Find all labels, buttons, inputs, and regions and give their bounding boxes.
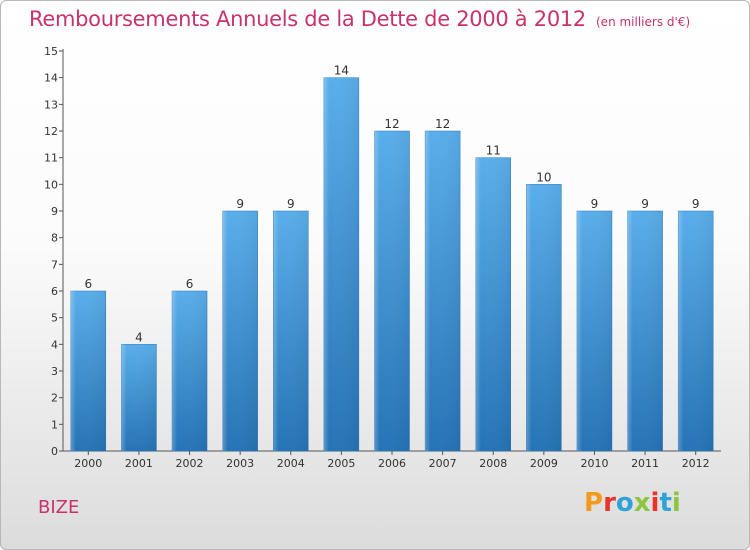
chart-subtitle: (en milliers d'€): [596, 15, 691, 29]
bar-shine: [374, 131, 410, 451]
bar-shine: [425, 131, 461, 451]
logo-letter: r: [603, 488, 616, 518]
y-tick-label: 9: [51, 205, 58, 218]
y-tick-label: 13: [44, 98, 58, 111]
y-tick-label: 5: [51, 312, 58, 325]
x-tick-label: 2002: [176, 457, 204, 470]
bar-value-label: 4: [135, 330, 143, 344]
x-tick-label: 2006: [378, 457, 406, 470]
y-tick-label: 2: [51, 392, 58, 405]
logo-letter: P: [584, 488, 604, 518]
y-tick-label: 0: [51, 445, 58, 458]
bar-shine: [678, 211, 714, 451]
y-tick-label: 1: [51, 418, 58, 431]
bar-shine: [121, 344, 157, 451]
y-tick-label: 3: [51, 365, 58, 378]
y-tick-label: 4: [51, 338, 58, 351]
place-name: BIZE: [38, 497, 80, 518]
logo-letter: i: [671, 488, 681, 518]
bars: [70, 77, 714, 452]
y-tick-label: 10: [44, 178, 58, 191]
bar-value-label: 14: [334, 64, 349, 78]
bar-shine: [222, 211, 258, 451]
y-tick-label: 8: [51, 232, 58, 245]
x-tick-label: 2011: [631, 457, 659, 470]
bar-value-label: 10: [536, 170, 551, 184]
chart-title-text: Remboursements Annuels de la Dette de 20…: [29, 7, 586, 31]
y-tick-label: 6: [51, 285, 58, 298]
x-tick-label: 2000: [74, 457, 102, 470]
logo-letter: i: [650, 488, 660, 518]
x-tick-label: 2005: [327, 457, 355, 470]
bar-value-label: 6: [186, 277, 194, 291]
x-tick-label: 2008: [479, 457, 507, 470]
x-tick-label: 2012: [682, 457, 710, 470]
x-tick-label: 2001: [125, 457, 153, 470]
y-tick-label: 15: [44, 45, 58, 58]
proxiti-logo: Proxiti: [584, 488, 681, 518]
bar-shine: [273, 211, 309, 451]
bar-shine: [172, 291, 208, 451]
bar-value-label: 9: [641, 197, 649, 211]
bar-value-label: 9: [236, 197, 244, 211]
bar-value-label: 9: [287, 197, 295, 211]
value-labels: 6 4 6 9 9 14 12 12 11 10 9 9 9: [84, 64, 699, 345]
logo-letter: t: [659, 488, 672, 518]
y-tick-label: 7: [51, 258, 58, 271]
bar-value-label: 6: [84, 277, 92, 291]
bar-shine: [576, 211, 612, 451]
logo-letter: x: [633, 488, 651, 518]
bar-value-label: 12: [435, 117, 450, 131]
x-tick-label: 2004: [277, 457, 305, 470]
x-tick-label: 2010: [580, 457, 608, 470]
x-tick-label: 2003: [226, 457, 254, 470]
x-tick-label: 2009: [530, 457, 558, 470]
y-tick-label: 12: [44, 125, 58, 138]
bar-shine: [627, 211, 663, 451]
bar-value-label: 11: [486, 144, 501, 158]
bar-shine: [323, 77, 359, 452]
y-tick-label: 11: [44, 152, 58, 165]
x-tick-label: 2007: [429, 457, 457, 470]
bar-shine: [526, 184, 562, 452]
logo-letter: o: [615, 488, 634, 518]
bar-value-label: 9: [692, 197, 700, 211]
bar-value-label: 12: [384, 117, 399, 131]
bar-shine: [475, 157, 511, 451]
chart-title: Remboursements Annuels de la Dette de 20…: [29, 7, 690, 31]
bar-shine: [70, 291, 106, 451]
bar-value-label: 9: [591, 197, 599, 211]
y-tick-label: 14: [44, 72, 58, 85]
